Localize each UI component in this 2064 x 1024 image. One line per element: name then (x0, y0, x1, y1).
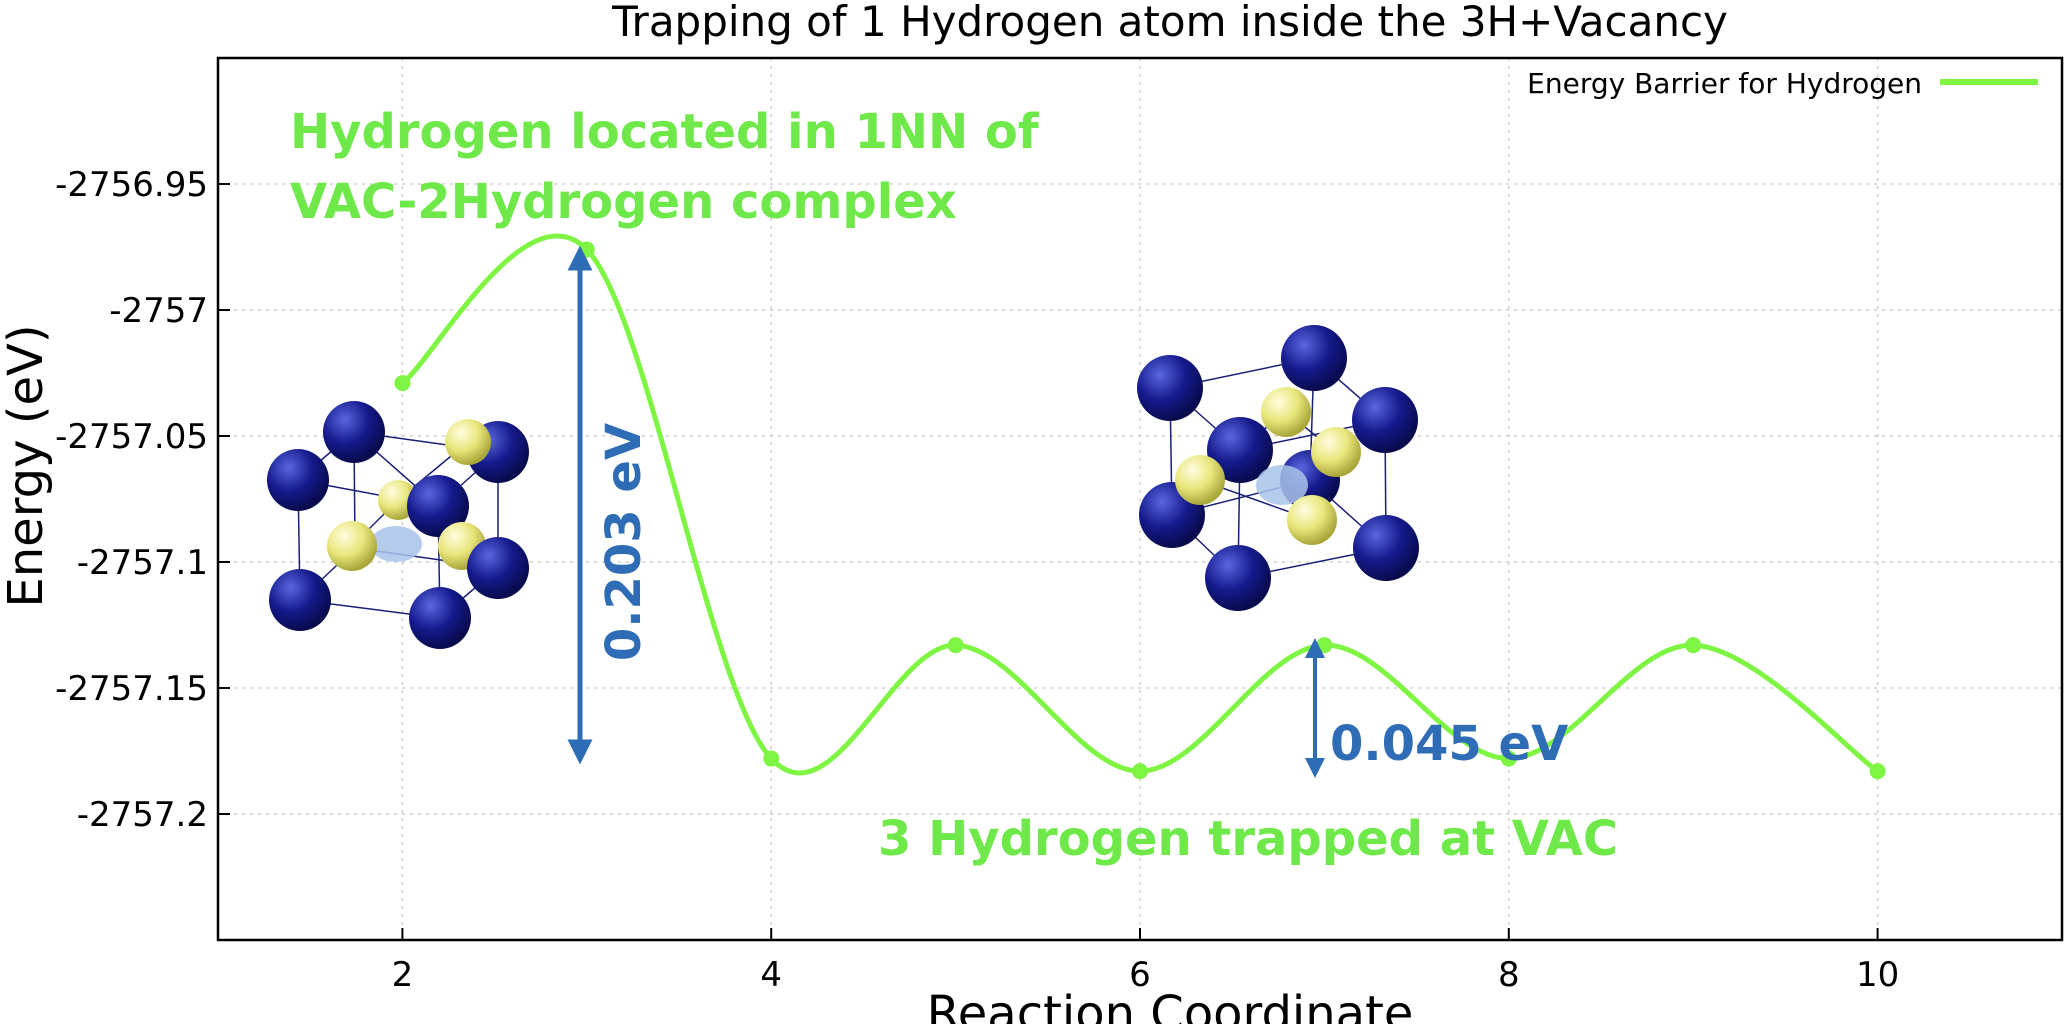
axis-ticks: -2756.95 -2757 -2757.05 -2757.1 -2757.15 -275… (55, 165, 1899, 995)
data-point (947, 637, 964, 654)
x-tick-label: 8 (1498, 955, 1520, 995)
y-tick-label: -2756.95 (55, 165, 208, 205)
series-line (400, 233, 1880, 776)
y-axis-label: Energy (eV) (0, 324, 54, 607)
data-point (1500, 750, 1517, 767)
annotation-top-line2: VAC-2Hydrogen complex (290, 174, 957, 230)
x-tick-label: 2 (392, 955, 414, 995)
data-point (1132, 763, 1148, 780)
y-tick-label: -2757 (109, 291, 208, 331)
x-tick-label: 4 (760, 955, 782, 995)
legend: Energy Barrier for Hydrogen (1527, 67, 2038, 100)
annotation-bottom: 3 Hydrogen trapped at VAC (878, 811, 1618, 867)
barrier-label-large: 0.203 eV (596, 423, 652, 661)
x-axis-label: Reaction Coordinate (927, 986, 1414, 1024)
y-tick-label: -2757.05 (55, 417, 208, 457)
legend-label: Energy Barrier for Hydrogen (1527, 67, 1922, 100)
data-point (578, 241, 595, 258)
x-tick-label: 10 (1856, 955, 1899, 995)
structure-inset-right (1137, 325, 1419, 611)
chart-title: Trapping of 1 Hydrogen atom inside the 3… (611, 0, 1728, 46)
data-point (1869, 763, 1886, 780)
structure-inset-left (267, 401, 529, 649)
x-tick-label: 6 (1129, 955, 1151, 995)
y-tick-label: -2757.2 (77, 795, 208, 835)
data-point (763, 750, 780, 767)
data-point (1316, 637, 1333, 654)
barrier-label-small: 0.045 eV (1330, 716, 1568, 772)
data-point (1685, 637, 1702, 654)
y-tick-label: -2757.1 (77, 543, 208, 583)
annotation-top-line1: Hydrogen located in 1NN of (290, 104, 1040, 160)
y-tick-label: -2757.15 (55, 669, 208, 709)
data-point (394, 375, 411, 392)
